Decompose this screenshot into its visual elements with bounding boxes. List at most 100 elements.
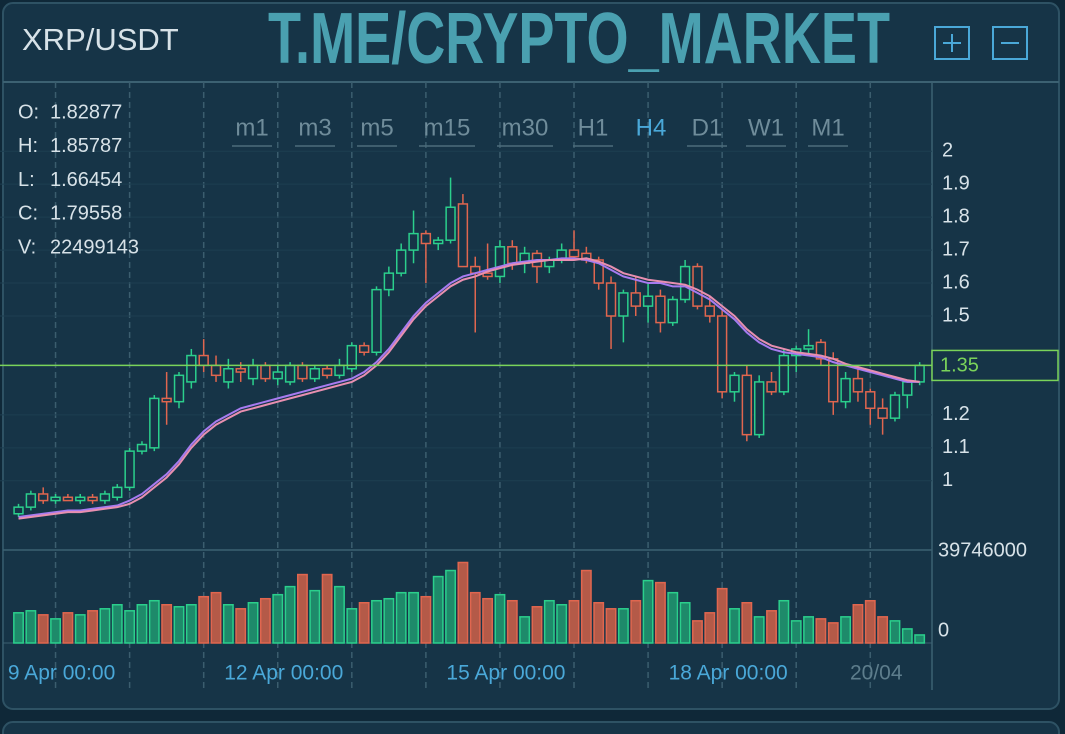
volume-bar [346, 608, 358, 644]
volume-bar [247, 601, 259, 644]
volume-bar [469, 591, 481, 644]
timeframe-label[interactable]: D1 [692, 114, 723, 141]
zoom-in-icon[interactable] [943, 34, 961, 52]
timeframe-label[interactable]: m5 [360, 114, 393, 141]
info-label: V: [18, 236, 36, 258]
candle-body [482, 272, 493, 278]
candle-body [408, 232, 419, 251]
info-label: C: [18, 203, 38, 225]
ma-line [18, 257, 920, 519]
volume-bar [259, 597, 271, 644]
volume-bar [778, 599, 790, 644]
timeframe-label[interactable]: m1 [235, 114, 268, 141]
y-tick-label: 1.7 [942, 238, 970, 260]
volume-bar [371, 599, 382, 644]
volume-bar [284, 585, 296, 644]
timeframe-label[interactable]: m3 [298, 114, 331, 141]
watermark: T.ME/CRYPTO_MARKET [268, 0, 890, 79]
zoom-in-frame[interactable] [934, 26, 970, 60]
candle-body [655, 295, 666, 324]
timeframe-button[interactable]: m1 [232, 114, 272, 147]
candle-body [186, 354, 197, 383]
candle-body [309, 367, 320, 380]
candle-body [260, 364, 271, 380]
candle-body [50, 496, 61, 502]
candle-body [729, 374, 740, 393]
ma-line [18, 257, 920, 520]
volume-bar [692, 620, 703, 644]
volume-bar [519, 616, 531, 644]
volume-bar [13, 612, 24, 644]
volume-bar [309, 589, 321, 644]
candle-body [741, 374, 753, 436]
y-tick-label: 1.6 [942, 271, 970, 293]
timeframe-label[interactable]: M1 [811, 114, 844, 141]
zoom-out-frame[interactable] [992, 26, 1028, 60]
candle-body [173, 374, 185, 403]
y-tick-label: 2 [942, 139, 953, 161]
volume-bar [605, 608, 617, 644]
timeframe-button[interactable]: W1 [746, 114, 786, 147]
candle-body [87, 496, 98, 502]
timeframe-label[interactable]: H1 [578, 114, 609, 141]
candle-body [692, 265, 703, 307]
y-tick-label: 1.5 [942, 304, 970, 326]
volume-bar [185, 604, 197, 644]
volume-bar [580, 569, 592, 644]
info-value: 22499143 [50, 236, 139, 258]
volume-bar [148, 599, 160, 644]
info-value: 1.79558 [50, 203, 122, 225]
volume-bar [173, 606, 185, 644]
candle-body [38, 493, 49, 502]
timeframe-label[interactable]: m15 [424, 114, 471, 141]
volume-bar [74, 614, 86, 644]
candle-body [297, 364, 308, 380]
candle-body [247, 364, 259, 380]
volume-bar [124, 610, 136, 644]
volume-bar [494, 593, 506, 644]
volume-bar [334, 585, 345, 644]
candle-body [889, 394, 901, 419]
timeframe-button[interactable]: m5 [357, 114, 397, 147]
x-tick-label: 9 Apr 00:00 [8, 662, 115, 685]
y-tick-label: 1.9 [942, 172, 970, 194]
candle-body [642, 295, 654, 307]
candle-body [753, 381, 765, 436]
x-tick-label: 12 Apr 00:00 [224, 662, 343, 685]
candle-body [124, 450, 135, 489]
symbol: XRP/USDT [22, 22, 179, 57]
panel [2, 2, 1060, 710]
timeframe-button[interactable]: H4 [636, 114, 667, 141]
zoom-in-button[interactable] [934, 26, 970, 60]
info-label: L: [18, 169, 35, 191]
x-tick-label: 18 Apr 00:00 [669, 662, 788, 685]
volume-bar [37, 614, 49, 644]
candle-body [618, 292, 629, 317]
volume-bar [901, 628, 913, 644]
timeframe-button[interactable]: m30 [497, 114, 553, 147]
volume-bar [667, 591, 679, 644]
candle-body [433, 239, 444, 245]
info-value: 1.85787 [50, 135, 122, 157]
candle-body [840, 377, 851, 403]
zoom-out-button[interactable] [992, 26, 1028, 60]
candle-body [161, 397, 172, 403]
timeframe-label[interactable]: W1 [748, 114, 784, 141]
timeframe-button[interactable]: m3 [295, 114, 335, 147]
candle-body [716, 315, 728, 393]
timeframe-button[interactable]: H1 [573, 114, 613, 147]
volume-bar [420, 595, 432, 644]
volume-bar [889, 620, 901, 644]
timeframe-button[interactable]: D1 [687, 114, 727, 147]
timeframe-button[interactable]: M1 [808, 114, 848, 147]
timeframe-button[interactable]: m15 [419, 114, 475, 147]
y2-tick-label: 39746000 [938, 539, 1027, 561]
candle-body [679, 265, 691, 301]
timeframe-label[interactable]: m30 [502, 114, 549, 141]
volume-bar [593, 601, 605, 644]
volume-bar [198, 595, 210, 644]
volume-bar [482, 597, 494, 644]
timeframe-label[interactable]: H4 [636, 114, 667, 141]
volume-bar [852, 604, 864, 644]
